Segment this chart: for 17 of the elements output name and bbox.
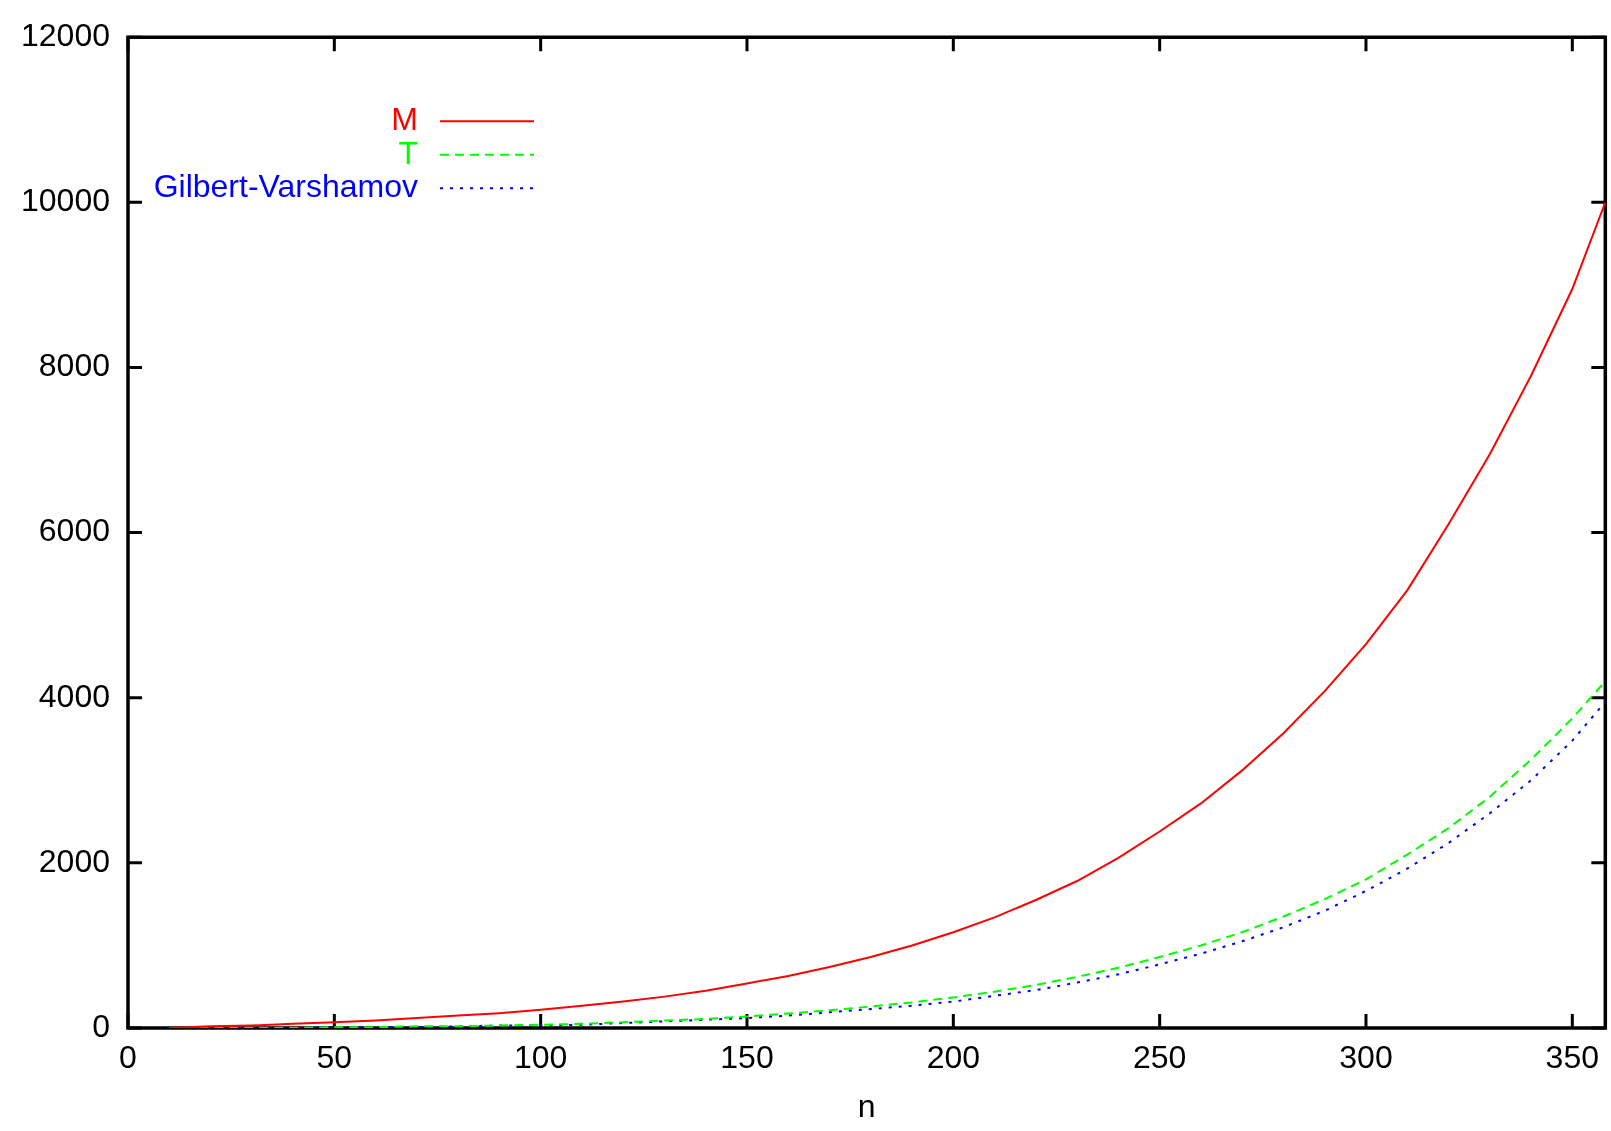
x-tick-label: 100 xyxy=(513,1039,568,1076)
x-tick-label: 50 xyxy=(316,1039,353,1076)
x-tick-label: 0 xyxy=(119,1039,137,1076)
x-tick-label: 200 xyxy=(926,1039,981,1076)
y-tick-label: 8000 xyxy=(38,347,110,384)
y-tick-label: 10000 xyxy=(21,182,110,219)
y-tick-label: 6000 xyxy=(38,512,110,549)
y-tick-label: 4000 xyxy=(38,677,110,714)
legend-label: Gilbert-Varshamov xyxy=(153,168,418,205)
x-tick-label: 350 xyxy=(1545,1039,1599,1076)
x-tick-label: 250 xyxy=(1132,1039,1187,1076)
y-tick-label: 12000 xyxy=(21,17,110,54)
y-tick-label: 2000 xyxy=(38,842,110,879)
x-tick-label: 150 xyxy=(720,1039,774,1076)
x-tick-label: 300 xyxy=(1339,1039,1393,1076)
x-axis-title: n xyxy=(857,1087,876,1124)
y-tick-label: 0 xyxy=(92,1007,110,1044)
